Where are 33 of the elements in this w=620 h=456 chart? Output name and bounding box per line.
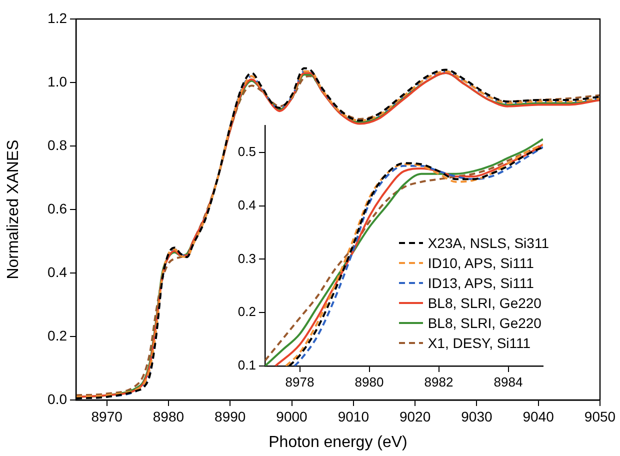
x-tick-label: 9000 (276, 408, 308, 424)
x-tick-label: 8978 (285, 374, 314, 390)
y-axis-title: Normalized XANES (5, 140, 22, 280)
y-tick-label: 1.0 (48, 73, 68, 90)
y-tick-label: 1.2 (48, 10, 68, 26)
x-tick-label: 8970 (91, 408, 123, 424)
x-tick-label: 8990 (214, 408, 246, 424)
y-tick-label: 0.0 (48, 390, 68, 407)
x-tick-label: 9030 (461, 408, 492, 424)
y-tick-label: 0.1 (238, 358, 256, 373)
x-tick-label: 9020 (399, 408, 431, 424)
y-tick-label: 0.2 (48, 327, 68, 344)
legend-label: BL8, SLRI, Ge220 (428, 314, 542, 333)
legend-label: X23A, NSLS, Si311 (428, 234, 549, 253)
x-axis-title: Photon energy (eV) (268, 434, 408, 451)
legend-label: ID10, APS, Si111 (428, 254, 534, 273)
x-tick-label: 9050 (584, 408, 616, 424)
x-tick-label: 8982 (424, 374, 454, 390)
x-tick-label: 9040 (522, 408, 554, 424)
legend-label: X1, DESY, Si111 (428, 334, 531, 353)
legend-label: ID13, APS, Si111 (428, 274, 534, 293)
x-tick-label: 8980 (152, 408, 184, 424)
y-tick-label: 0.3 (238, 250, 256, 266)
legend-label: BL8, SLRI, Ge220 (428, 294, 542, 313)
y-tick-label: 0.4 (48, 264, 68, 280)
x-tick-label: 8984 (494, 374, 523, 390)
y-tick-label: 0.8 (48, 136, 68, 153)
y-tick-label: 0.6 (48, 200, 68, 216)
y-tick-label: 0.4 (238, 197, 256, 212)
x-tick-label: 8980 (354, 374, 384, 390)
y-tick-label: 0.5 (238, 144, 256, 160)
x-tick-label: 9010 (338, 408, 370, 424)
y-tick-label: 0.2 (238, 304, 256, 320)
